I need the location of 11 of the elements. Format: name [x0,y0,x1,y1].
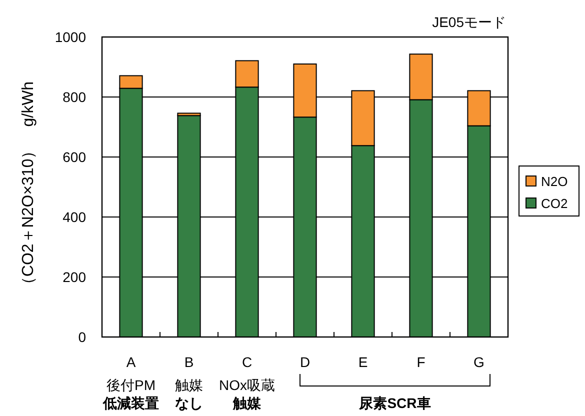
annotation: 尿素SCR車 [300,374,490,411]
y-tick-label: 600 [62,149,86,165]
y-axis-title: （CO2＋N2O×310） g/kWh [20,81,37,293]
y-tick-label: 400 [62,209,86,225]
legend-label: N2O [541,174,568,189]
y-tick-label: 200 [62,269,86,285]
chart-title: JE05モード [432,14,506,30]
y-tick-label: 800 [62,89,86,105]
y-tick-label: 1000 [54,29,86,45]
legend-label: CO2 [541,196,568,211]
y-tick-label: 0 [78,329,86,345]
